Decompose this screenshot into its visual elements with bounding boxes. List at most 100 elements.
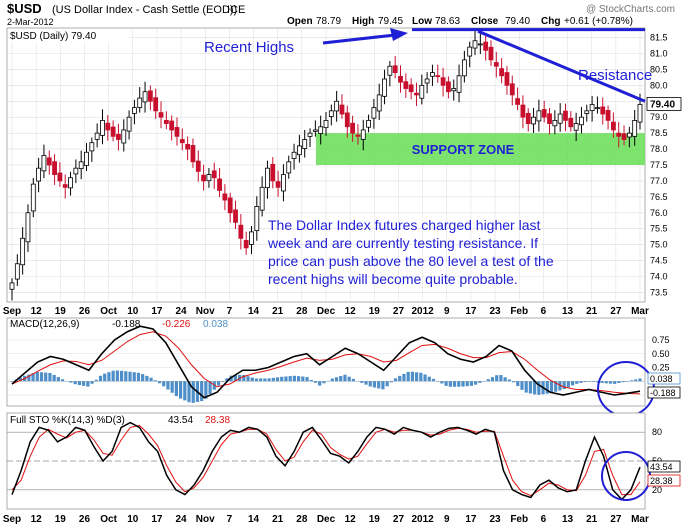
candle-body — [323, 119, 329, 129]
macd-histogram-bar — [318, 381, 322, 386]
macd-histogram-bar — [48, 372, 52, 382]
x-tick-label: Oct — [100, 306, 117, 317]
sto-d-line — [11, 424, 641, 497]
macd-histogram-bar — [275, 377, 280, 382]
candle-body — [547, 113, 552, 124]
x-tick-label: 28 — [296, 306, 308, 317]
x-tick-label: 12 — [31, 306, 43, 317]
macd-histogram-bar — [511, 381, 516, 383]
candle-body — [344, 112, 350, 128]
macd-histogram-bar — [600, 381, 604, 383]
resistance-line — [477, 29, 646, 103]
candle-body — [637, 104, 643, 123]
macd-histogram-bar — [356, 381, 360, 382]
price-tick-label: 77.5 — [650, 160, 668, 170]
macd-histogram-bar — [393, 378, 398, 382]
macd-histogram-bar — [528, 381, 533, 394]
candle-body — [499, 68, 505, 77]
x-tick-label: 17 — [151, 514, 163, 525]
macd-value-box-1 — [647, 372, 681, 385]
x-tick-label: Oct — [100, 514, 117, 525]
macd-histogram-bar — [495, 375, 499, 382]
close-value: 79.40 — [505, 16, 530, 27]
candle-body — [100, 119, 105, 136]
macd-histogram-bar — [111, 370, 115, 382]
macd-histogram-bar — [313, 381, 318, 383]
bottom-x-axis: Sep 12 19 26 Oct 10 17 24 Nov 7 14 21 28 Dec 12 19 27 201… — [3, 514, 649, 525]
comment: The Dollar Index futures charged higher … — [267, 217, 554, 287]
macd-tick-label: 0.25 — [652, 363, 670, 373]
candle-body — [616, 132, 622, 137]
sto-value-box-1 — [647, 460, 681, 473]
x-tick-label: 13 — [562, 306, 574, 317]
macd-histogram-bar — [44, 372, 48, 382]
support-zone-label: SUPPORT ZONE — [412, 142, 515, 157]
recent-highs-label: Recent Highs — [204, 39, 294, 56]
candle-body — [233, 209, 238, 223]
macd-value-2: -0.188 — [650, 388, 676, 398]
sto-d-legend-value: 28.38 — [205, 415, 230, 426]
macd-histogram-bar — [587, 381, 592, 382]
last-price-tag — [646, 97, 682, 111]
x-tick-label: Dec — [317, 514, 336, 525]
candle-body — [531, 116, 536, 125]
macd-histogram-bar — [398, 375, 402, 382]
resistance-label: Resistance — [578, 67, 652, 84]
candle-body — [398, 76, 403, 83]
x-tick-label: 17 — [151, 306, 163, 317]
macd-histogram-bar — [537, 381, 541, 395]
chg-label: Chg — [541, 16, 560, 27]
candle-body — [211, 170, 217, 179]
candle-body — [435, 75, 441, 78]
macd-histogram-bar — [592, 381, 596, 382]
candle-body — [259, 186, 265, 211]
x-tick-label: 26 — [79, 514, 91, 525]
candle-body — [387, 65, 393, 76]
x-tick-label: 21 — [272, 514, 284, 525]
macd-histogram-bar — [634, 379, 638, 382]
candle-body — [371, 107, 377, 119]
macd-histogram-bar — [115, 370, 119, 382]
macd-histogram-bar — [128, 371, 132, 382]
candle-body — [179, 139, 185, 144]
macd-histogram-bar — [490, 377, 495, 382]
x-tick-label: 12 — [345, 306, 357, 317]
candle-body — [30, 183, 36, 212]
candle-body — [366, 119, 371, 128]
sto-k-line — [11, 421, 641, 501]
macd-histogram-bar — [629, 380, 634, 382]
candle-body — [552, 119, 558, 127]
x-tick-label: Mar — [631, 514, 649, 525]
macd-histogram-bar — [499, 375, 503, 382]
sto-tick-label: 20 — [652, 485, 662, 495]
macd-histogram-bar — [187, 381, 191, 403]
macd-histogram-bar — [579, 381, 583, 383]
macd-line — [11, 325, 641, 399]
candle-body — [424, 78, 430, 84]
x-tick-label: 17 — [465, 514, 477, 525]
price-tick-label: 78.5 — [650, 128, 668, 138]
macd-histogram-bar — [200, 381, 204, 402]
candle-body — [376, 94, 382, 112]
macd-histogram-bar — [301, 376, 305, 382]
candle-body — [217, 178, 222, 191]
macd-histogram-bar — [65, 380, 69, 382]
candle-body — [286, 161, 292, 174]
macd-histogram-bar — [166, 381, 170, 390]
candle-body — [20, 237, 26, 266]
macd-histogram-bar — [524, 381, 528, 393]
candle-body — [488, 46, 494, 61]
candle-body — [589, 104, 595, 112]
macd-histogram-bar — [157, 381, 162, 384]
macd-histogram-bar — [575, 381, 579, 384]
macd-histogram-bar — [507, 379, 511, 382]
x-tick-label: Nov — [196, 306, 215, 317]
macd-histogram-bar — [360, 381, 364, 383]
x-tick-label: 10 — [127, 514, 139, 525]
candle-body — [25, 212, 31, 243]
x-tick-label: 28 — [296, 514, 308, 525]
macd-histogram-bar — [183, 381, 187, 401]
comment-line-2: week and are currently testing resistanc… — [267, 235, 538, 251]
candle-body — [600, 106, 606, 115]
x-tick-label: Dec — [317, 306, 336, 317]
